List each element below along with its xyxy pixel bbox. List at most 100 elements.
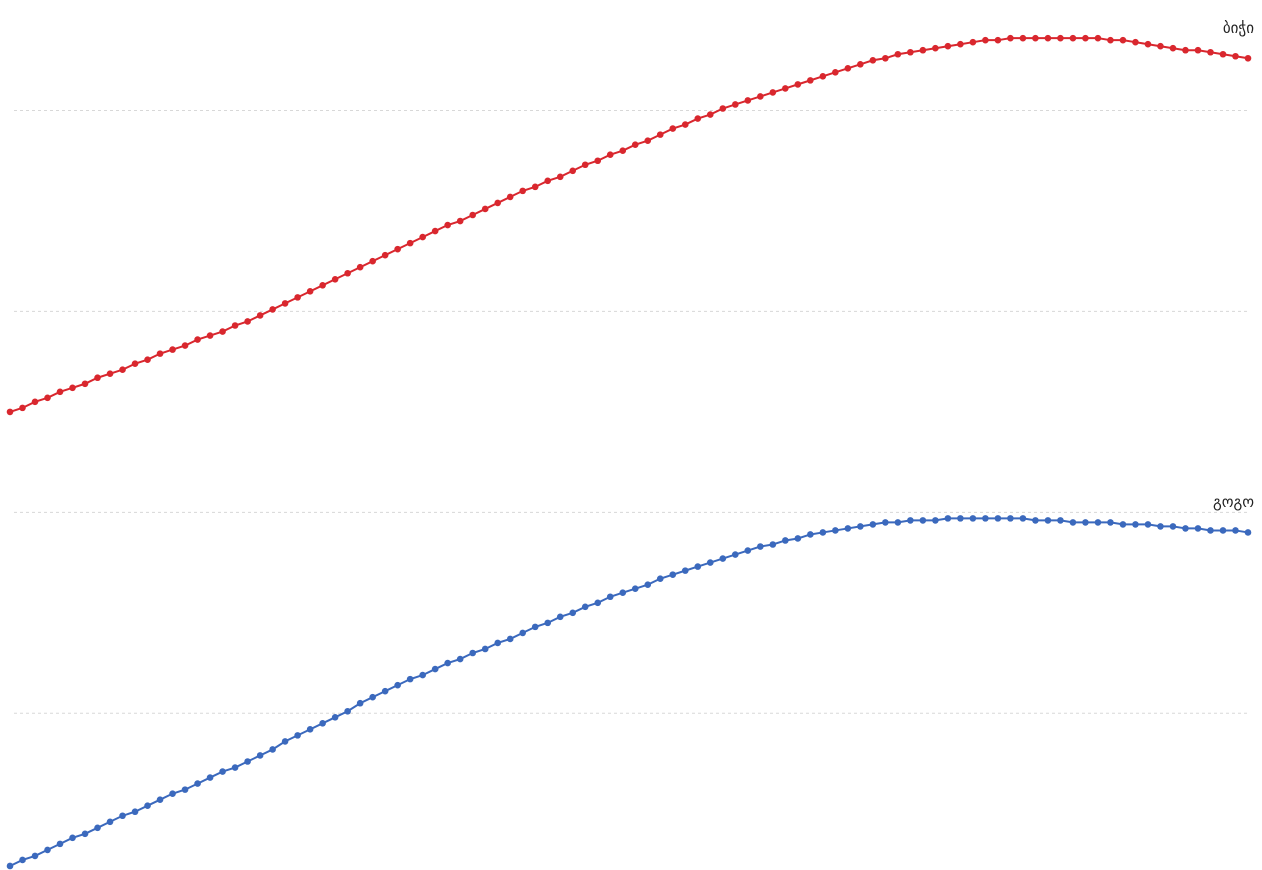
data-point [1007,34,1014,42]
data-point [944,515,952,522]
data-point [256,752,264,759]
data-point [44,394,51,402]
data-point [131,808,139,816]
data-point [569,167,577,175]
data-point [6,862,14,870]
data-point [1157,42,1164,50]
data-point [469,211,476,219]
data-point [1107,519,1114,526]
data-point [744,547,752,554]
data-point [769,89,777,96]
data-point [406,239,414,247]
data-point [1232,527,1239,534]
data-point [1082,34,1089,42]
data-point [194,336,201,343]
data-point [606,151,614,159]
data-point [807,77,814,84]
data-point [1069,34,1077,42]
data-point [356,263,364,271]
data-point [494,199,501,207]
data-point [882,519,889,526]
data-point [1094,519,1102,526]
data-point [1182,46,1189,54]
data-point [481,645,489,653]
series-label: გოგო [1213,493,1254,511]
data-point [19,404,26,412]
data-point [694,115,702,122]
data-point [819,73,827,80]
data-point [606,593,614,601]
data-point [694,563,702,570]
data-point [907,517,914,524]
data-point [944,42,952,50]
data-point [469,649,476,657]
data-point [1219,527,1227,534]
data-point [1207,48,1214,56]
data-point [206,332,214,339]
data-point [1057,34,1064,42]
data-point [1157,523,1164,530]
data-point [1119,521,1127,528]
data-point [969,38,977,46]
data-point [1194,46,1202,54]
data-point [569,609,577,617]
data-point [419,233,426,241]
data-point [932,517,939,524]
data-point [294,732,301,739]
data-point [894,519,902,526]
data-point [631,141,639,148]
data-point [331,275,339,283]
data-point [431,665,439,673]
data-point [256,312,264,319]
data-point [1132,521,1139,528]
data-point [169,346,176,353]
data-point [1169,44,1177,52]
data-point [1094,34,1102,42]
data-point [94,374,101,382]
data-point [619,147,627,154]
data-point [244,758,251,765]
data-point [556,173,564,181]
data-point [431,227,439,235]
data-point [69,384,76,392]
data-point [832,527,839,534]
data-point [169,790,176,797]
data-point [857,60,864,68]
data-point [219,768,226,775]
data-point [919,517,927,524]
data-point [319,720,326,727]
data-point [319,282,326,289]
data-point [1019,34,1027,42]
data-point [982,36,989,44]
data-point [181,342,189,349]
data-point [757,93,764,100]
data-point [1194,525,1202,532]
data-point [6,408,14,416]
data-point [907,48,914,56]
data-point [419,671,426,679]
data-point [456,217,464,225]
data-point [356,699,364,707]
data-point [106,370,114,378]
data-point [269,306,276,313]
data-point [244,318,251,325]
data-point [206,774,214,781]
data-point [231,322,239,329]
data-point [581,603,589,611]
data-point [381,251,389,259]
data-point [544,177,552,185]
data-point [769,541,777,548]
data-point [31,852,39,860]
data-point [406,675,414,683]
data-point [656,131,664,138]
data-point [531,623,539,631]
data-point [144,802,151,810]
data-point [669,571,677,578]
data-point [394,245,401,253]
data-point [281,738,289,745]
data-point [19,856,26,864]
data-point [1144,40,1152,48]
data-point [731,551,739,558]
data-point [957,40,964,48]
